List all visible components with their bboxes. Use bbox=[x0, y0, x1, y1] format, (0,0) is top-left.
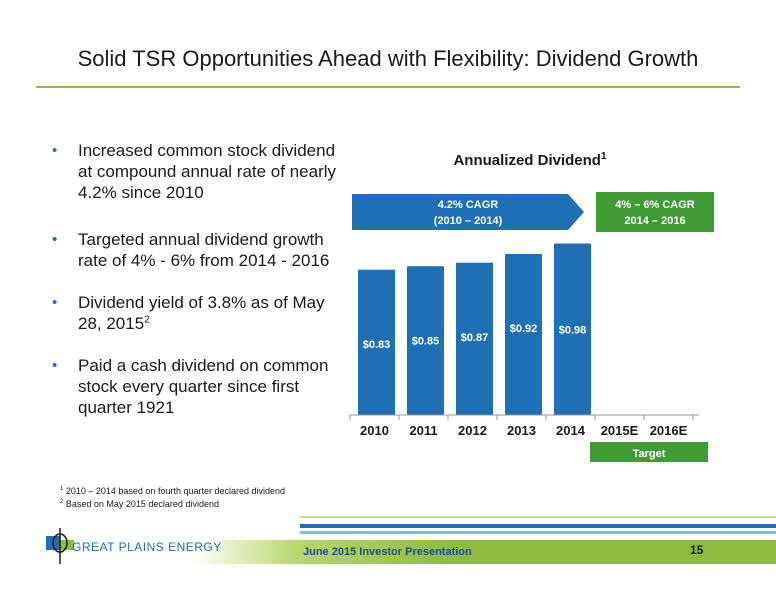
target-cagr-label: 4% – 6% CAGR bbox=[615, 199, 695, 211]
dividend-bar-chart: 4.2% CAGR (2010 – 2014) 4% – 6% CAGR 2014 –… bbox=[349, 192, 714, 462]
cagr-arrow-label: 4.2% CAGR bbox=[438, 199, 499, 211]
footnote-1: 1 2010 – 2014 based on fourth quarter de… bbox=[60, 486, 286, 496]
bar-2013 bbox=[505, 254, 542, 415]
bar-2010 bbox=[358, 269, 395, 415]
bullet-icon: • bbox=[52, 142, 58, 159]
slide-title: Solid TSR Opportunities Ahead with Flexi… bbox=[77, 46, 699, 71]
bar-2014 bbox=[554, 243, 591, 415]
footer-divider-blue bbox=[300, 524, 776, 528]
bullet-text: Increased common stock dividend at compo… bbox=[78, 141, 337, 202]
footnote-marker: 2 bbox=[144, 314, 150, 326]
footer-band bbox=[192, 540, 776, 564]
footer-divider-green bbox=[300, 516, 776, 518]
target-label: Target bbox=[633, 448, 666, 460]
bullet-item: • Dividend yield of 3.8% as of May 28, 2… bbox=[52, 292, 347, 334]
cagr-arrow-sublabel: (2010 – 2014) bbox=[434, 215, 503, 227]
data-label-2012: $0.87 bbox=[461, 332, 489, 344]
bar-2011 bbox=[407, 266, 444, 415]
x-tick-label-2012: 2012 bbox=[458, 423, 487, 438]
bullet-item: • Increased common stock dividend at com… bbox=[52, 140, 347, 203]
title-divider bbox=[36, 86, 740, 88]
target-cagr-box bbox=[596, 192, 714, 232]
x-tick-label-2013: 2013 bbox=[507, 423, 536, 438]
data-label-2011: $0.85 bbox=[412, 335, 440, 347]
bullet-text: Targeted annual dividend growth rate of … bbox=[78, 230, 330, 270]
x-tick-label-2015E: 2015E bbox=[601, 423, 639, 438]
footer-divider-lightblue bbox=[300, 531, 776, 534]
great-plains-logo-icon bbox=[46, 528, 74, 564]
data-label-2013: $0.92 bbox=[510, 323, 538, 335]
target-label-box bbox=[590, 442, 708, 462]
bullet-item: • Targeted annual dividend growth rate o… bbox=[52, 229, 347, 271]
bullet-icon: • bbox=[52, 294, 58, 311]
bar-2012 bbox=[456, 262, 493, 415]
data-label-2014: $0.98 bbox=[559, 325, 587, 337]
chart-title-footnote: 1 bbox=[600, 151, 607, 162]
data-label-2010: $0.83 bbox=[363, 339, 391, 351]
chart-title-text: Annualized Dividend bbox=[453, 152, 601, 169]
bullet-icon: • bbox=[52, 357, 58, 374]
bullet-text: Paid a cash dividend on common stock eve… bbox=[78, 356, 329, 417]
footnotes: 1 2010 – 2014 based on fourth quarter de… bbox=[60, 484, 285, 510]
page-number: 15 bbox=[690, 543, 704, 557]
footnote-2: 2 Based on May 2015 declared dividend bbox=[60, 499, 219, 509]
x-tick-label-2014: 2014 bbox=[556, 423, 586, 438]
bullet-text: Dividend yield of 3.8% as of May 28, 201… bbox=[78, 293, 325, 333]
logo-wordmark: GREAT PLAINS ENERGY bbox=[72, 540, 222, 554]
x-tick-label-2010: 2010 bbox=[360, 423, 389, 438]
bullet-item: • Paid a cash dividend on common stock e… bbox=[52, 355, 347, 418]
bullet-icon: • bbox=[52, 231, 58, 248]
target-cagr-sublabel: 2014 – 2016 bbox=[624, 215, 685, 227]
cagr-arrow bbox=[352, 194, 584, 230]
x-tick-label-2016E: 2016E bbox=[650, 423, 688, 438]
footer-presentation-title: June 2015 Investor Presentation bbox=[303, 546, 472, 558]
chart-title: Annualized Dividend1 bbox=[420, 151, 640, 170]
x-tick-label-2011: 2011 bbox=[409, 423, 437, 438]
bullet-list: • Increased common stock dividend at com… bbox=[52, 140, 347, 439]
